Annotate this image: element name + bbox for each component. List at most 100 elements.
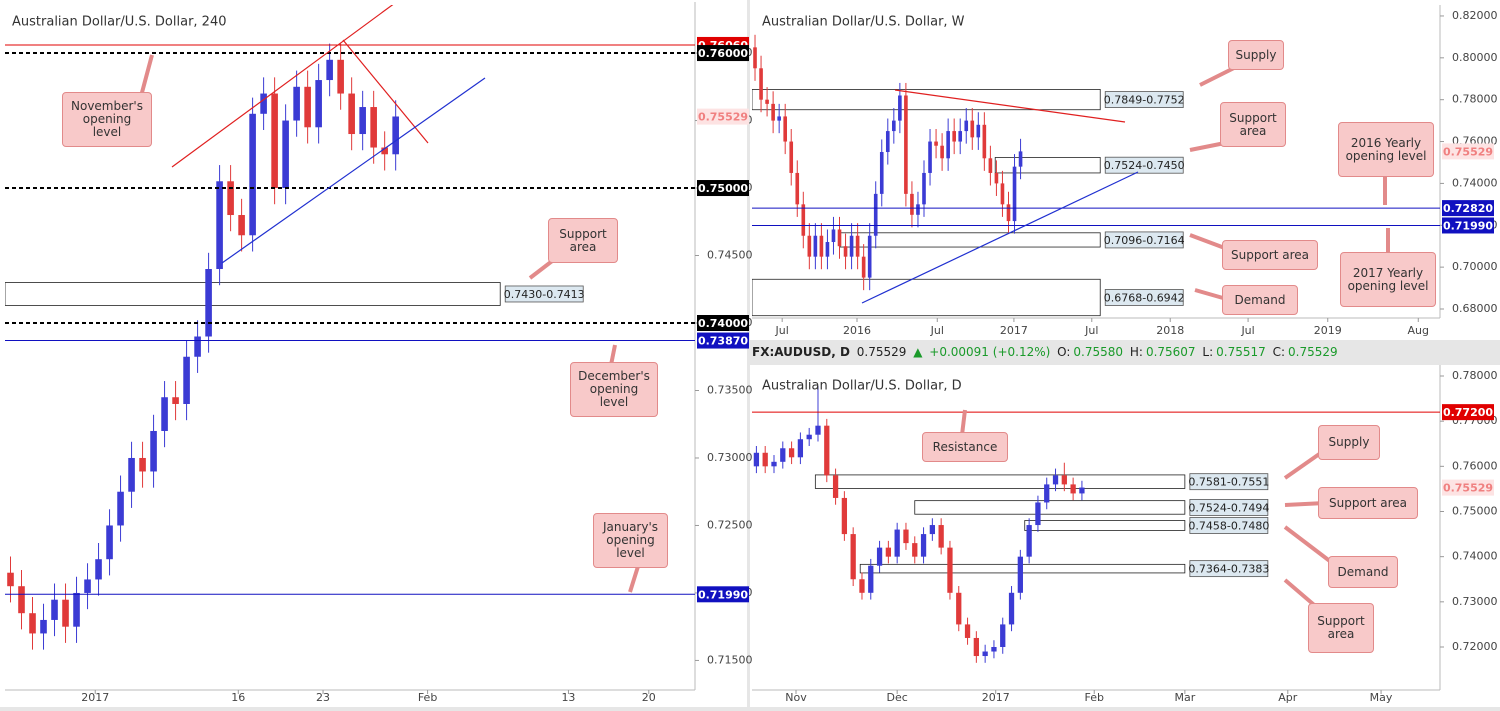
candle-body — [1012, 166, 1017, 222]
candle-body — [964, 120, 969, 132]
candle-body — [249, 113, 256, 236]
x-tick-label: 2017 — [982, 691, 1010, 704]
candle-body — [855, 235, 860, 257]
x-tick-label: Jul — [1084, 324, 1098, 337]
level-label-box — [1442, 200, 1494, 217]
level-label: 0.73870 — [698, 335, 748, 348]
candle-body — [903, 529, 909, 544]
close: 0.75529 — [1288, 345, 1338, 359]
zone-label: 0.7430-0.7413 — [504, 288, 585, 301]
candle-body — [315, 80, 322, 128]
zone-label: 0.7524-0.7450 — [1104, 159, 1185, 172]
high-label: H: — [1129, 345, 1143, 359]
candle-body — [831, 229, 836, 243]
candle-body — [795, 172, 800, 205]
open: 0.75580 — [1073, 345, 1124, 359]
candle-body — [973, 637, 979, 657]
y-tick-label: 0.74000 — [1452, 550, 1498, 563]
level-label: 0.75529 — [1443, 482, 1493, 495]
callout: November's opening level — [62, 92, 152, 147]
x-tick-label: 20 — [642, 691, 656, 704]
candle-body — [898, 95, 902, 121]
zone-label: 0.7364-0.7383 — [1188, 563, 1269, 576]
x-tick-label: Nov — [785, 691, 807, 704]
y-tick-label: 0.68000 — [1452, 302, 1498, 315]
trend-line — [342, 39, 429, 144]
candle-body — [762, 452, 768, 467]
zone-label: 0.7524-0.7494 — [1188, 501, 1269, 514]
candle-body — [843, 246, 848, 257]
callout: Demand — [1222, 285, 1298, 315]
candle-body — [73, 592, 80, 627]
y-tick-label: 0.73000 — [1452, 595, 1498, 608]
candle-body — [1079, 487, 1085, 494]
level-label-box — [1442, 479, 1494, 496]
candle-body — [873, 193, 878, 236]
y-tick-label: 0.72000 — [1452, 640, 1498, 653]
x-tick-label: Apr — [1278, 691, 1298, 704]
zone-label: 0.7458-0.7480 — [1188, 519, 1269, 532]
candle-body — [1026, 525, 1032, 557]
chart-title: Australian Dollar/U.S. Dollar, D — [762, 379, 962, 394]
zone-label-box — [504, 285, 584, 303]
candle-body — [392, 116, 399, 155]
candle-body — [1000, 624, 1006, 648]
candle-body — [920, 534, 927, 557]
up-arrow: ▲ — [913, 345, 923, 359]
zone — [752, 278, 1101, 317]
level-label: 0.72820 — [1443, 202, 1493, 215]
candle-body — [938, 525, 944, 548]
level-label-box — [697, 315, 749, 332]
level-label-box — [697, 180, 749, 197]
candle-body — [861, 256, 866, 278]
candle-body — [759, 68, 763, 100]
candle-body — [825, 242, 830, 257]
candle-body — [976, 124, 981, 138]
candle-body — [912, 543, 918, 557]
candle-body — [832, 475, 839, 498]
y-tick-label: 0.71500 — [707, 653, 753, 666]
zone — [839, 232, 1101, 248]
callout: 2016 Yearly opening level — [1338, 122, 1434, 177]
candle-body — [947, 547, 953, 593]
candle-body — [815, 425, 821, 435]
level-label-box — [1442, 404, 1494, 421]
candle-body — [128, 457, 135, 492]
level-label: 0.77200 — [1443, 406, 1493, 419]
plot — [753, 385, 1186, 663]
candle-body — [813, 235, 818, 257]
low: 0.75517 — [1216, 345, 1266, 359]
level-label: 0.74000 — [698, 317, 748, 330]
pointer — [1283, 525, 1337, 567]
level-label: 0.76000 — [698, 47, 748, 60]
y-tick-label: 0.74500 — [707, 249, 753, 262]
quote-bar: FX:AUDUSD, D 0.75529 ▲ +0.00091 (+0.12%)… — [752, 345, 1341, 363]
candle-body — [929, 525, 935, 535]
y-tick-label: 0.72500 — [707, 518, 753, 531]
chart-title: Australian Dollar/U.S. Dollar, 240 — [12, 15, 227, 30]
zone-label-box — [1189, 560, 1269, 578]
level-label: 0.71990 — [1443, 219, 1493, 232]
low-label: L: — [1202, 345, 1214, 359]
trend-line — [894, 89, 1126, 123]
zone-label-box — [1104, 156, 1184, 174]
level-label-box — [697, 108, 749, 125]
zone-label: 0.6768-0.6942 — [1104, 291, 1185, 304]
candle-body — [771, 461, 777, 467]
x-tick-label: 13 — [561, 691, 575, 704]
candle-body — [282, 120, 289, 189]
zone-label-box — [1104, 91, 1184, 108]
level-label-box — [1442, 217, 1494, 234]
candle-body — [806, 434, 812, 440]
callout: Support area — [1318, 487, 1418, 519]
candle-body — [359, 107, 366, 135]
candle-body — [940, 145, 944, 159]
x-tick-label: Mar — [1174, 691, 1195, 704]
high: 0.75607 — [1145, 345, 1196, 359]
candle-body — [970, 120, 975, 138]
candle-body — [958, 131, 963, 142]
candle-body — [260, 93, 267, 114]
candle-body — [139, 457, 146, 472]
candle-body — [1006, 204, 1011, 222]
x-tick-label: 2018 — [1156, 324, 1184, 337]
